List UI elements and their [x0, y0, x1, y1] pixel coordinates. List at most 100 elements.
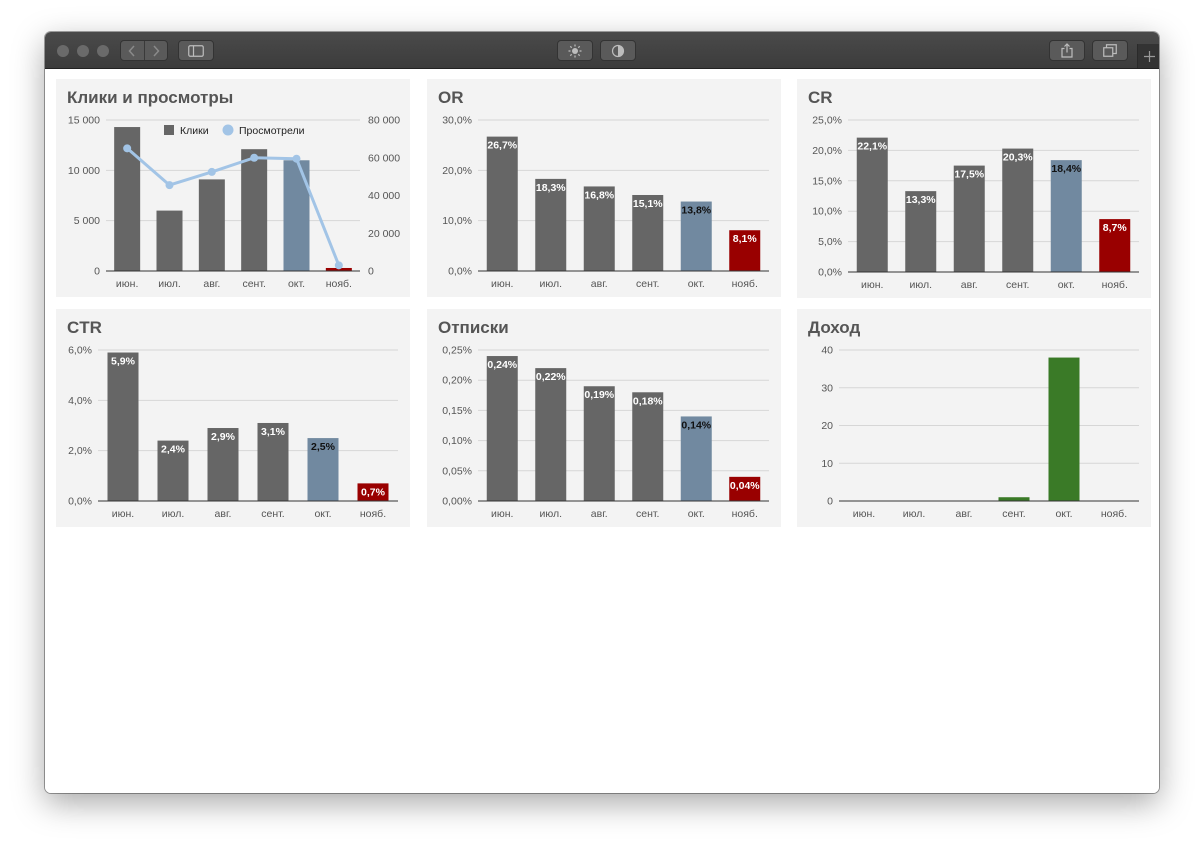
data-label-5: 8,7%	[1103, 222, 1128, 234]
contrast-button[interactable]	[600, 40, 636, 61]
chart-or: 0,0% 10,0% 20,0% 30,0% 26,7% 18,3% 16,8% 15,1% 1…	[442, 115, 769, 290]
series-point-2	[207, 167, 216, 176]
y-tick-label: 0,0%	[448, 266, 472, 278]
x-tick-label: окт.	[1055, 508, 1072, 520]
chart-panel-clicks: 0 5 000 10 000 15 000 0 20 000 40 000 60 000 80 …	[56, 79, 410, 297]
dashboard: 0 5 000 10 000 15 000 0 20 000 40 000 60 000 80 …	[45, 69, 1159, 793]
share-button[interactable]	[1049, 40, 1085, 61]
data-label-2: 2,9%	[211, 431, 236, 443]
y-tick-label: 40	[821, 345, 833, 357]
chart-title-or: OR	[438, 88, 464, 107]
x-tick-label: июн.	[853, 508, 875, 520]
x-tick-label: сент.	[261, 508, 284, 520]
bar-4	[283, 160, 310, 271]
bar-5	[325, 267, 352, 271]
data-label-0: 5,9%	[111, 356, 136, 368]
x-tick-label: нояб.	[732, 278, 758, 290]
legend-swatch-clicks	[164, 125, 174, 135]
share-icon	[1061, 43, 1073, 58]
x-tick-label: июн.	[491, 508, 513, 520]
chart-title-clicks: Клики и просмотры	[67, 88, 234, 107]
data-label-4: 2,5%	[311, 441, 336, 453]
x-tick-label: окт.	[314, 508, 331, 520]
x-tick-label: окт.	[1058, 279, 1075, 291]
close-window-button[interactable]	[57, 45, 69, 57]
y-tick-label: 0,0%	[68, 496, 92, 508]
chart-ctr: 0,0% 2,0% 4,0% 6,0% 5,9% 2,4% 2,9% 3,1% 2,5% 0,7%…	[68, 345, 398, 520]
bar-3	[998, 497, 1030, 501]
y-tick-label: 30	[821, 382, 833, 394]
brightness-button[interactable]	[557, 40, 593, 61]
x-tick-label: нояб.	[326, 278, 352, 290]
data-label-0: 0,24%	[487, 359, 517, 371]
forward-icon[interactable]	[145, 41, 168, 60]
series-point-4	[292, 154, 301, 163]
bar-1	[905, 191, 937, 272]
x-tick-label: июл.	[909, 279, 932, 291]
x-tick-label: июл.	[539, 508, 562, 520]
chart-panel-revenue: 0 10 20 30 40 июн. июл. авг. сент. окт. нояб. Дохо…	[797, 309, 1151, 527]
x-tick-label: окт.	[688, 508, 705, 520]
data-label-1: 13,3%	[906, 194, 936, 206]
tabs-button[interactable]	[1092, 40, 1128, 61]
y-tick-label: 30,0%	[442, 115, 472, 127]
bar-4	[680, 201, 712, 271]
bar-0	[486, 136, 518, 271]
bar-1	[156, 210, 183, 271]
bar-3	[632, 194, 664, 271]
y-tick-label: 2,0%	[68, 445, 92, 457]
y-tick-label: 20,0%	[442, 165, 472, 177]
data-label-4: 13,8%	[681, 205, 711, 217]
x-tick-label: окт.	[688, 278, 705, 290]
bar-5	[357, 483, 389, 501]
bar-4	[1050, 160, 1082, 272]
data-label-3: 20,3%	[1003, 152, 1033, 164]
y-tick-label: 10,0%	[442, 215, 472, 227]
zoom-window-button[interactable]	[97, 45, 109, 57]
x-tick-label: сент.	[636, 508, 659, 520]
x-tick-label: авг.	[591, 278, 608, 290]
new-tab-button[interactable]	[1137, 44, 1159, 68]
bar-0	[856, 137, 888, 272]
x-tick-label: сент.	[636, 278, 659, 290]
data-label-1: 0,22%	[536, 371, 566, 383]
x-tick-label: нояб.	[1101, 508, 1127, 520]
bar-3	[1002, 148, 1034, 272]
bar-5	[1099, 219, 1131, 272]
data-label-2: 17,5%	[954, 169, 984, 181]
x-tick-label: сент.	[242, 278, 265, 290]
bar-1	[157, 440, 189, 501]
tabs-icon	[1103, 44, 1117, 57]
chart-panel-or: 0,0% 10,0% 20,0% 30,0% 26,7% 18,3% 16,8% 15,1% 1…	[427, 79, 781, 297]
data-label-2: 16,8%	[584, 189, 614, 201]
data-label-0: 22,1%	[857, 141, 887, 153]
y-tick-label: 0,25%	[442, 345, 472, 357]
chart-title-cr: CR	[808, 88, 833, 107]
legend-label-clicks: Клики	[180, 125, 209, 137]
y-tick-label: 25,0%	[812, 115, 842, 127]
y-tick-label: 0,05%	[442, 465, 472, 477]
data-label-3: 3,1%	[261, 426, 286, 438]
back-icon[interactable]	[121, 41, 145, 60]
bar-3	[257, 422, 289, 501]
bar-2	[198, 179, 225, 271]
y-tick-label: 10	[821, 458, 833, 470]
y-tick-label: 5 000	[74, 215, 100, 227]
chart-clicks: 0 5 000 10 000 15 000 0 20 000 40 000 60 000 80 …	[68, 115, 400, 291]
minimize-window-button[interactable]	[77, 45, 89, 57]
x-tick-label: авг.	[203, 278, 220, 290]
y2-tick-label: 40 000	[368, 190, 400, 202]
x-tick-label: июл.	[539, 278, 562, 290]
x-tick-label: сент.	[1002, 508, 1025, 520]
data-label-1: 2,4%	[161, 444, 186, 456]
y-tick-label: 0,10%	[442, 435, 472, 447]
sidebar-icon	[188, 44, 204, 57]
y-tick-label: 15 000	[68, 115, 100, 127]
x-tick-label: июл.	[162, 508, 185, 520]
y-tick-label: 10,0%	[812, 206, 842, 218]
bar-4	[680, 416, 712, 501]
sidebar-button[interactable]	[178, 40, 214, 61]
y-tick-label: 0,20%	[442, 375, 472, 387]
y-tick-label: 0,0%	[818, 267, 842, 279]
brightness-icon	[568, 44, 582, 57]
